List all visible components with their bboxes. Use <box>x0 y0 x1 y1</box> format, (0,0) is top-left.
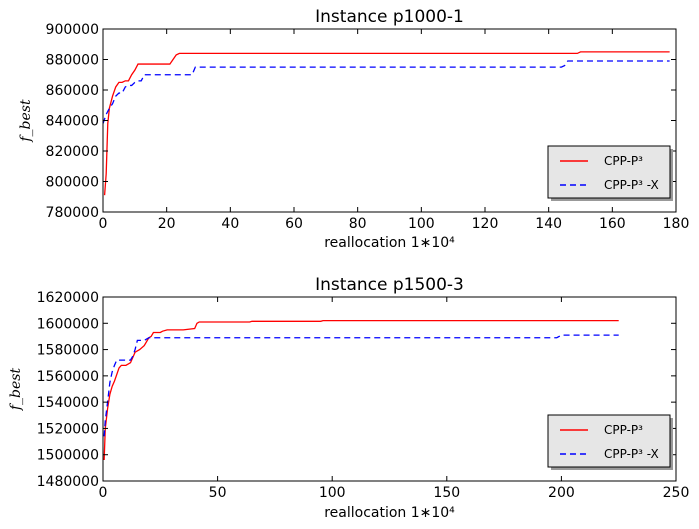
chart0-xtick-label: 100 <box>408 216 435 232</box>
chart1-xtick-label: 150 <box>433 485 460 501</box>
chart0-xlabel: reallocation 1∗10⁴ <box>324 235 455 251</box>
chart0-xtick-label: 60 <box>285 216 303 232</box>
chart1-legend-label-1: CPP-P³ -X <box>604 447 659 461</box>
chart0-legend-label-1: CPP-P³ -X <box>604 178 659 192</box>
chart1-ytick-label: 1580000 <box>37 343 99 359</box>
chart1-panel: Instance p1500-3 0 50 100 150 200 250 1480000 15… <box>8 275 689 521</box>
chart0-ytick-label: 900000 <box>46 22 99 38</box>
chart1-legend-box <box>547 414 671 468</box>
chart0-panel: Instance p1000-1 0 20 40 60 80 100 120 140 160 180… <box>18 7 689 251</box>
chart1-legend-label-0: CPP-P³ <box>604 423 643 437</box>
chart0-legend-label-0: CPP-P³ <box>604 154 643 168</box>
chart1-xtick-label: 0 <box>99 485 108 501</box>
chart1-ytick-label: 1540000 <box>37 395 99 411</box>
chart1-xtick-label: 50 <box>209 485 227 501</box>
chart0-xtick-label: 20 <box>158 216 176 232</box>
chart0-ytick-label: 840000 <box>46 114 99 130</box>
chart1-xtick-label: 200 <box>548 485 575 501</box>
chart1-xlabel: reallocation 1∗10⁴ <box>324 505 455 521</box>
chart0-ytick-label: 880000 <box>46 53 99 69</box>
chart1-ylabel: f_best <box>8 368 24 412</box>
chart1-ytick-label: 1600000 <box>37 316 99 332</box>
chart1-ytick-label: 1520000 <box>37 421 99 437</box>
chart0-ylabel: f_best <box>18 99 34 143</box>
chart0-ytick-label: 860000 <box>46 83 99 99</box>
chart0-legend-box <box>547 145 671 199</box>
chart1-xtick-label: 250 <box>663 485 690 501</box>
chart0-ytick-label: 780000 <box>46 205 99 221</box>
chart0-ytick-label: 800000 <box>46 175 99 191</box>
chart1-plot-frame <box>102 296 677 482</box>
chart0-xtick-label: 40 <box>221 216 239 232</box>
chart0-xtick-label: 140 <box>535 216 562 232</box>
chart0-title: Instance p1000-1 <box>315 7 464 27</box>
chart0-xtick-label: 160 <box>599 216 626 232</box>
chart0-series-1-line <box>103 60 670 124</box>
chart0-xtick-label: 80 <box>349 216 367 232</box>
chart1-legend: CPP-P³ CPP-P³ -X <box>547 414 673 470</box>
chart1-ytick-label: 1480000 <box>37 474 99 490</box>
chart0-xtick-label: 180 <box>663 216 690 232</box>
chart1-ytick-label: 1560000 <box>37 369 99 385</box>
chart0-xtick-label: 120 <box>472 216 499 232</box>
chart1-ytick-label: 1620000 <box>37 290 99 306</box>
chart0-series-0-line <box>103 51 670 196</box>
chart0-ytick-label: 820000 <box>46 144 99 160</box>
chart0-legend: CPP-P³ CPP-P³ -X <box>547 145 673 201</box>
chart1-xtick-label: 100 <box>319 485 346 501</box>
chart1-title: Instance p1500-3 <box>315 275 464 295</box>
chart0-xtick-label: 0 <box>99 216 108 232</box>
chart1-series-0-line <box>103 320 619 460</box>
chart1-ytick-label: 1500000 <box>37 448 99 464</box>
chart1-series-1-line <box>103 334 619 437</box>
